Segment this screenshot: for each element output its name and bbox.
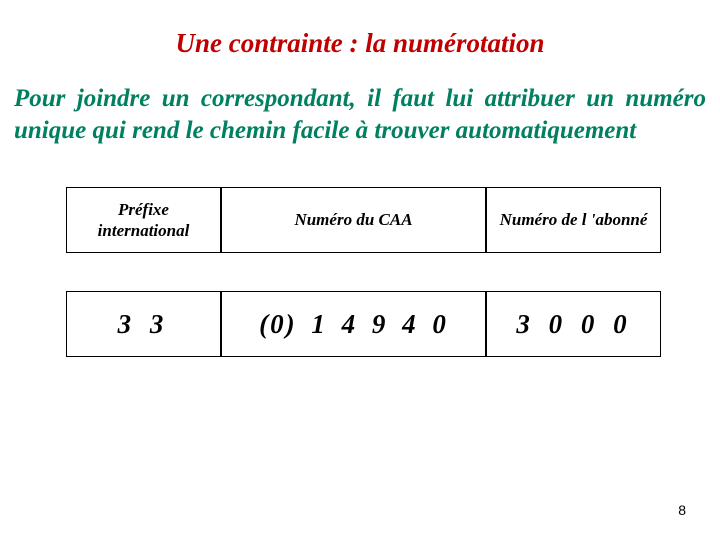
table-value-row: 3 3 (0) 1 4 9 4 0 3 0 0 0 xyxy=(66,291,654,357)
table-header-row: Préfixe international Numéro du CAA Numé… xyxy=(66,187,654,253)
header-numero-caa: Numéro du CAA xyxy=(221,187,486,253)
slide-title: Une contrainte : la numérotation xyxy=(14,28,706,59)
header-numero-abonne: Numéro de l 'abonné xyxy=(486,187,661,253)
value-prefix-international: 3 3 xyxy=(66,291,221,357)
table-container: Préfixe international Numéro du CAA Numé… xyxy=(14,187,706,357)
slide: Une contrainte : la numérotation Pour jo… xyxy=(0,0,720,540)
slide-body-text: Pour joindre un correspondant, il faut l… xyxy=(14,83,706,147)
page-number: 8 xyxy=(678,502,686,518)
value-numero-abonne: 3 0 0 0 xyxy=(486,291,661,357)
value-numero-caa: (0) 1 4 9 4 0 xyxy=(221,291,486,357)
header-prefix-international: Préfixe international xyxy=(66,187,221,253)
